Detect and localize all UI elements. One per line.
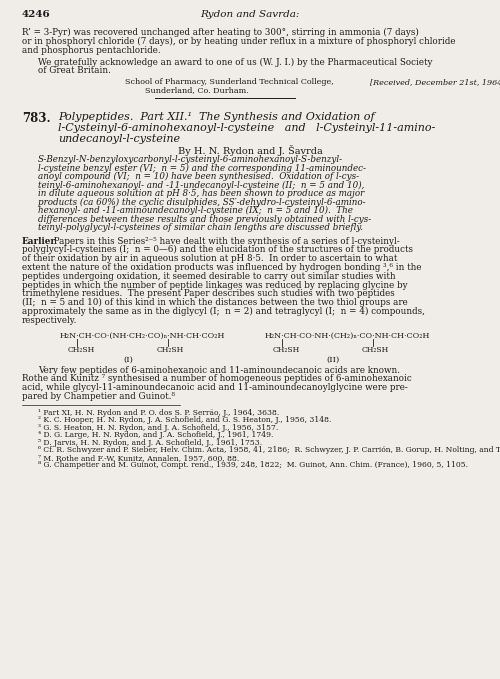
Text: Earlier: Earlier — [22, 236, 56, 246]
Text: and phosphorus pentachloride.: and phosphorus pentachloride. — [22, 45, 160, 54]
Text: teinyl-polyglycyl-l-cysteines of similar chain lengths are discussed briefly.: teinyl-polyglycyl-l-cysteines of similar… — [38, 223, 363, 232]
Text: of Great Britain.: of Great Britain. — [38, 66, 111, 75]
Text: R’ = 3-Pyr) was recovered unchanged after heating to 300°, stirring in ammonia (: R’ = 3-Pyr) was recovered unchanged afte… — [22, 28, 419, 37]
Text: peptides undergoing oxidation, it seemed desirable to carry out similar studies : peptides undergoing oxidation, it seemed… — [22, 272, 396, 280]
Text: (II): (II) — [326, 356, 340, 363]
Text: CH₂SH: CH₂SH — [273, 346, 300, 354]
Text: 4246: 4246 — [22, 10, 51, 19]
Text: or in phosphoryl chloride (7 days), or by heating under reflux in a mixture of p: or in phosphoryl chloride (7 days), or b… — [22, 37, 456, 46]
Text: in dilute aqueous solution at pH 8·5, has been shown to produce as major: in dilute aqueous solution at pH 8·5, ha… — [38, 189, 364, 198]
Text: products (ca 60%) the cyclic disulphides, SS′-dehydro-l-cysteinyl-6-amino-: products (ca 60%) the cyclic disulphides… — [38, 198, 366, 206]
Text: anoyl compound (VI;  n = 10) have been synthesised.  Oxidation of l-cys-: anoyl compound (VI; n = 10) have been sy… — [38, 172, 359, 181]
Text: Rydon and Savrda:: Rydon and Savrda: — [200, 10, 300, 19]
Text: extent the nature of the oxidation products was influenced by hydrogen bonding ³: extent the nature of the oxidation produ… — [22, 263, 421, 272]
Text: Papers in this Series²⁻⁵ have dealt with the synthesis of a series of l-cysteiny: Papers in this Series²⁻⁵ have dealt with… — [51, 236, 400, 246]
Text: School of Pharmacy, Sunderland Technical College,: School of Pharmacy, Sunderland Technical… — [125, 78, 334, 86]
Text: By H. N. Rydon and J. Šavrda: By H. N. Rydon and J. Šavrda — [178, 145, 322, 156]
Text: CH₂SH: CH₂SH — [157, 346, 184, 354]
Text: l-cysteine benzyl ester (VI;  n = 5) and the corresponding 11-aminoundec-: l-cysteine benzyl ester (VI; n = 5) and … — [38, 164, 366, 172]
Text: differences between these results and those previously obtained with l-cys-: differences between these results and th… — [38, 215, 371, 223]
Text: undecanoyl-l-cysteine: undecanoyl-l-cysteine — [58, 134, 180, 144]
Text: l-Cysteinyl-6-aminohexanoyl-l-cysteine   and   l-Cysteinyl-11-amino-: l-Cysteinyl-6-aminohexanoyl-l-cysteine a… — [58, 123, 436, 133]
Text: pared by Champetier and Guinot.⁸: pared by Champetier and Guinot.⁸ — [22, 392, 175, 401]
Text: (II;  n = 5 and 10) of this kind in which the distances between the two thiol gr: (II; n = 5 and 10) of this kind in which… — [22, 298, 408, 307]
Text: ⁷ M. Rothe and F.-W. Kunitz, Annalen, 1957, 600, 88.: ⁷ M. Rothe and F.-W. Kunitz, Annalen, 19… — [38, 454, 239, 462]
Text: We gratefully acknowledge an award to one of us (W. J. I.) by the Pharmaceutical: We gratefully acknowledge an award to on… — [38, 58, 432, 67]
Text: ⁸ G. Champetier and M. Guinot, Compt. rend., 1939, 248, 1822;  M. Guinot, Ann. C: ⁸ G. Champetier and M. Guinot, Compt. re… — [38, 461, 468, 469]
Text: hexanoyl- and -11-aminoundecanoyl-l-cysteine (IX;  n = 5 and 10).  The: hexanoyl- and -11-aminoundecanoyl-l-cyst… — [38, 206, 353, 215]
Text: respectively.: respectively. — [22, 316, 78, 325]
Text: teinyl-6-aminohexanoyl- and -11-undecanoyl-l-cysteine (II;  n = 5 and 10),: teinyl-6-aminohexanoyl- and -11-undecano… — [38, 181, 364, 189]
Text: trimethylene residues.  The present Paper describes such studies with two peptid: trimethylene residues. The present Paper… — [22, 289, 395, 298]
Text: Rothe and Kunitz ⁷ synthesised a number of homogeneous peptides of 6-aminohexano: Rothe and Kunitz ⁷ synthesised a number … — [22, 374, 412, 384]
Text: peptides in which the number of peptide linkages was reduced by replacing glycin: peptides in which the number of peptide … — [22, 280, 407, 289]
Text: acid, while glycyl-11-aminoundecanoic acid and 11-aminoundecanoylglycine were pr: acid, while glycyl-11-aminoundecanoic ac… — [22, 383, 408, 392]
Text: Polypeptides.  Part XII.¹  The Synthesis and Oxidation of: Polypeptides. Part XII.¹ The Synthesis a… — [58, 112, 374, 122]
Text: polyglycyl-l-cysteines (I;  n = 0—6) and the elucidation of the structures of th: polyglycyl-l-cysteines (I; n = 0—6) and … — [22, 245, 413, 255]
Text: S-Benzyl-N-benzyloxycarbonyl-l-cysteinyl-6-aminohexanoyl-S-benzyl-: S-Benzyl-N-benzyloxycarbonyl-l-cysteinyl… — [38, 155, 343, 164]
Text: CH₂SH: CH₂SH — [362, 346, 389, 354]
Text: H₂N·CH·CO·NH·(CH₂)ₙ·CO·NH·CH·CO₂H: H₂N·CH·CO·NH·(CH₂)ₙ·CO·NH·CH·CO₂H — [265, 331, 430, 340]
Text: ¹ Part XI, H. N. Rydon and P. O. dos S. P. Serrão, J., 1964, 3638.: ¹ Part XI, H. N. Rydon and P. O. dos S. … — [38, 409, 279, 417]
Text: [Received, December 21st, 1964.]: [Received, December 21st, 1964.] — [370, 78, 500, 86]
Text: ⁶ Cf. R. Schwyzer and P. Sieber, Helv. Chim. Acta, 1958, 41, 2186;  R. Schwyzer,: ⁶ Cf. R. Schwyzer and P. Sieber, Helv. C… — [38, 446, 500, 454]
Text: 783.: 783. — [22, 112, 50, 125]
Text: ³ G. S. Heaton, H. N. Rydon, and J. A. Schofield, J., 1956, 3157.: ³ G. S. Heaton, H. N. Rydon, and J. A. S… — [38, 424, 278, 432]
Text: H₂N·CH·CO·(NH·CH₂·CO)ₙ·NH·CH·CO₂H: H₂N·CH·CO·(NH·CH₂·CO)ₙ·NH·CH·CO₂H — [60, 331, 226, 340]
Text: approximately the same as in the diglycyl (I;  n = 2) and tetraglycyl (I;  n = 4: approximately the same as in the diglycy… — [22, 307, 425, 316]
Text: ⁵ D. Jarvis, H. N. Rydon, and J. A. Schofield, J., 1961, 1753.: ⁵ D. Jarvis, H. N. Rydon, and J. A. Scho… — [38, 439, 262, 447]
Text: (I): (I) — [123, 356, 133, 363]
Text: Sunderland, Co. Durham.: Sunderland, Co. Durham. — [145, 86, 249, 94]
Text: Very few peptides of 6-aminohexanoic and 11-aminoundecanoic acids are known.: Very few peptides of 6-aminohexanoic and… — [38, 365, 400, 375]
Text: ² K. C. Hooper, H. N. Rydon, J. A. Schofield, and G. S. Heaton, J., 1956, 3148.: ² K. C. Hooper, H. N. Rydon, J. A. Schof… — [38, 416, 332, 424]
Text: CH₂SH: CH₂SH — [68, 346, 95, 354]
Text: of their oxidation by air in aqueous solution at pH 8·5.  In order to ascertain : of their oxidation by air in aqueous sol… — [22, 254, 398, 263]
Text: ⁴ D. G. Large, H. N. Rydon, and J. A. Schofield, J., 1961, 1749.: ⁴ D. G. Large, H. N. Rydon, and J. A. Sc… — [38, 431, 274, 439]
